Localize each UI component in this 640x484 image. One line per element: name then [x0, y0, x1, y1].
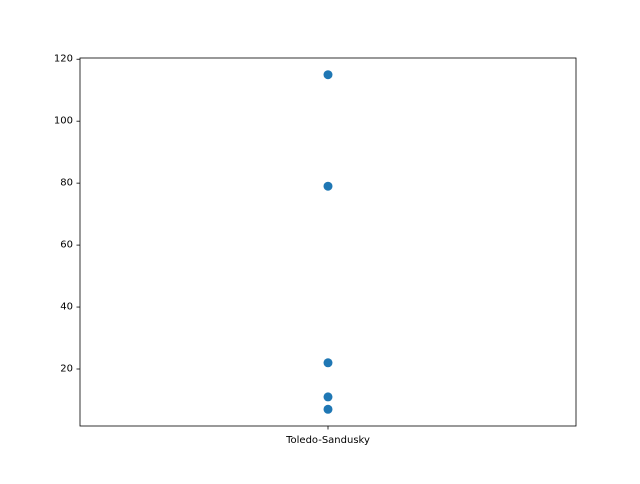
- y-tick-label: 120: [54, 54, 73, 65]
- data-point: [323, 181, 333, 191]
- y-tick-label: 80: [60, 178, 73, 189]
- data-point: [323, 392, 333, 402]
- plot-area: [79, 57, 577, 427]
- data-point: [323, 70, 333, 80]
- y-tick-label: 40: [60, 302, 73, 313]
- x-tick-label: Toledo-Sandusky: [285, 435, 370, 446]
- y-axis: 20 40 60 80 100 120: [54, 54, 80, 375]
- data-points: [323, 70, 333, 414]
- y-tick-label: 100: [54, 116, 73, 127]
- y-tick-label: 60: [60, 240, 73, 251]
- x-axis: Toledo-Sandusky: [285, 426, 370, 446]
- y-tick-label: 20: [60, 364, 73, 375]
- data-point: [323, 404, 333, 414]
- data-point: [323, 358, 333, 368]
